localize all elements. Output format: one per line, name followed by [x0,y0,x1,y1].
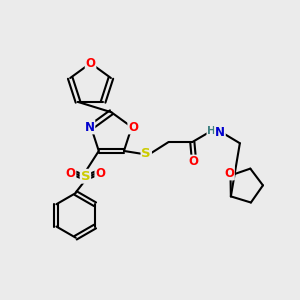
Text: O: O [65,167,76,180]
Text: S: S [81,170,90,183]
Text: H: H [207,126,216,136]
Text: S: S [141,147,151,161]
Text: O: O [85,57,96,70]
Text: O: O [189,155,199,169]
Text: O: O [224,167,234,180]
Text: N: N [85,121,94,134]
Text: O: O [128,121,138,134]
Text: O: O [95,167,105,180]
Text: N: N [215,126,225,139]
